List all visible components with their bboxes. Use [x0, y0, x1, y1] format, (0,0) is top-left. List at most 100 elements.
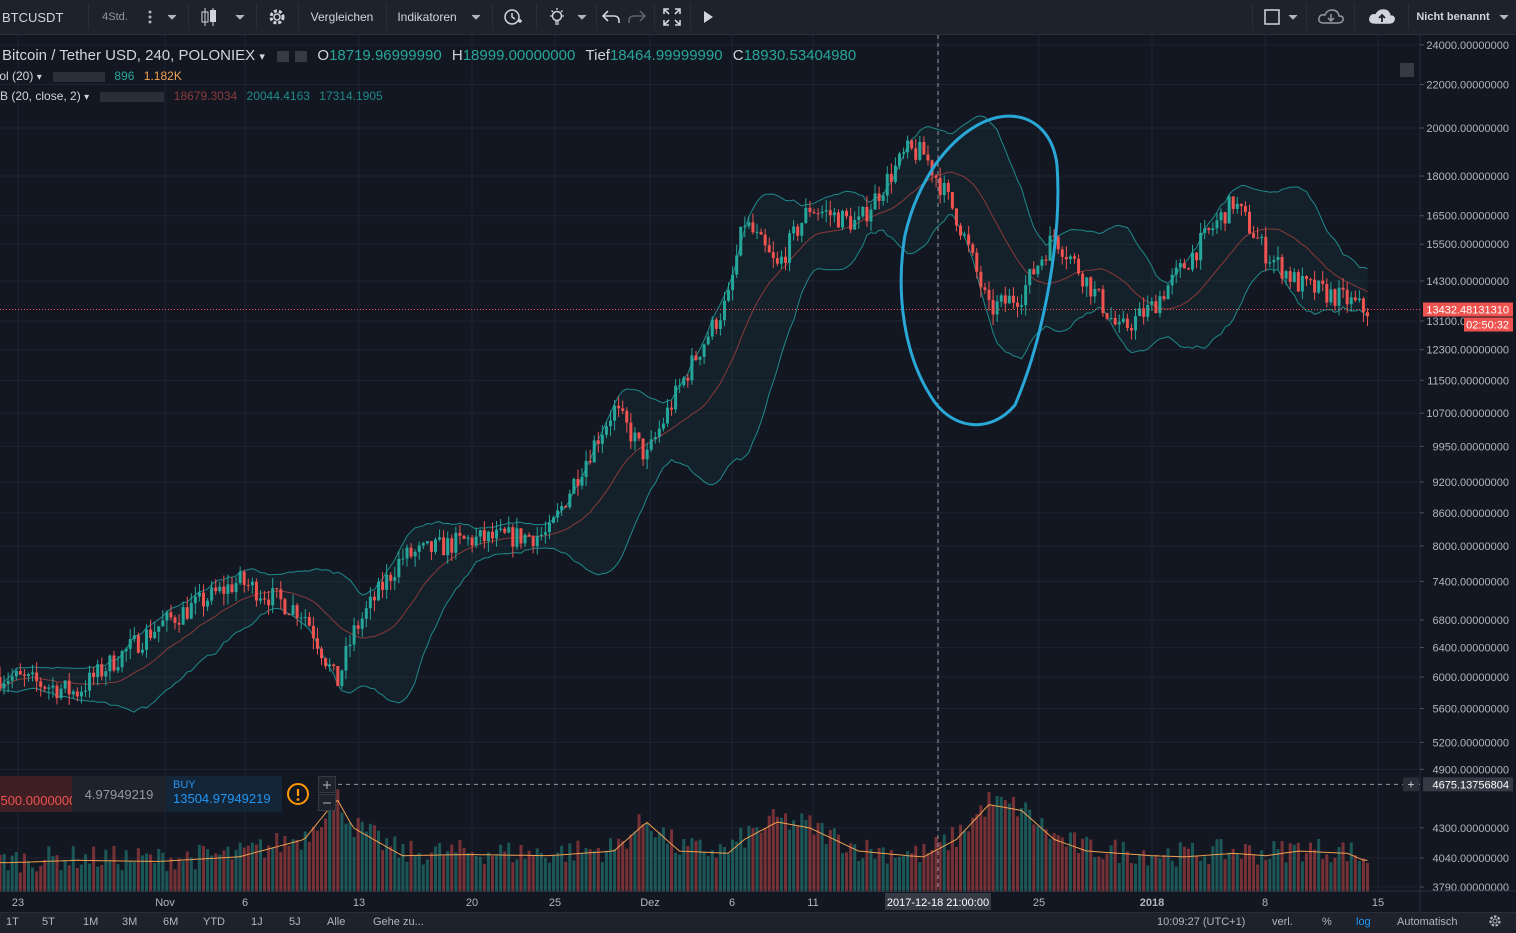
adjust-toggle[interactable]: verl. [1272, 916, 1293, 928]
vol-label[interactable]: Vol (20) [0, 69, 34, 83]
volume-bar [743, 847, 747, 892]
volume-bar [1223, 859, 1227, 892]
volume-bar [1309, 842, 1313, 892]
buy-button[interactable]: BUY 13504.97949219 [166, 776, 282, 812]
range-6m[interactable]: 6M [163, 916, 179, 928]
interval-selector[interactable]: 4Std. [92, 2, 138, 32]
candle-body [433, 539, 437, 552]
square-icon[interactable] [1258, 2, 1286, 32]
volume-bar [1036, 826, 1040, 892]
candle-body [840, 210, 844, 228]
lightbulb-icon[interactable] [542, 2, 572, 32]
volume-bar [22, 853, 26, 892]
goto-date[interactable]: Gehe zu... [373, 916, 424, 928]
bb-label[interactable]: BB (20, close, 2) [0, 89, 81, 103]
chevron-down-icon[interactable] [1284, 2, 1302, 32]
log-toggle[interactable]: log [1356, 916, 1371, 928]
hide-icon[interactable] [295, 50, 308, 62]
range-5d[interactable]: 5T [42, 916, 55, 928]
candle-body [267, 599, 271, 606]
candle-body [800, 222, 804, 236]
percent-toggle[interactable]: % [1322, 916, 1332, 928]
candle-body [108, 655, 112, 672]
volume-bar [1366, 862, 1370, 892]
chevron-down-icon[interactable] [572, 2, 592, 32]
chevron-down-icon[interactable]: ▾ [36, 72, 42, 83]
volume-bar [385, 838, 389, 892]
price-axis-background [1420, 35, 1516, 912]
volume-bar [503, 851, 507, 892]
volume-bar [849, 843, 853, 892]
sell-button[interactable]: 13500.00000000 [0, 776, 72, 812]
volume-bar [59, 870, 63, 892]
minus-icon[interactable] [318, 794, 336, 811]
candle-body [385, 574, 389, 590]
layout-name[interactable]: Nicht benannt [1412, 2, 1494, 32]
info-icon[interactable] [286, 782, 310, 806]
candle-body [702, 344, 706, 357]
range-1m[interactable]: 1M [83, 916, 99, 928]
volume-bar [1333, 857, 1337, 892]
candle-body [527, 534, 531, 537]
candle-body [421, 543, 425, 546]
bb-controls[interactable] [100, 91, 165, 102]
indicators-button[interactable]: Indikatoren [390, 2, 464, 32]
legend-title[interactable]: Bitcoin / Tether USD, 240, POLONIEX [2, 47, 256, 64]
volume-bar [39, 866, 43, 892]
candles-icon[interactable] [194, 2, 224, 32]
settings-icon[interactable] [277, 50, 290, 62]
auto-toggle[interactable]: Automatisch [1397, 916, 1458, 928]
compare-button[interactable]: Vergleichen [302, 2, 382, 32]
cloud-up-icon[interactable] [1360, 2, 1404, 32]
range-all[interactable]: Alle [327, 916, 346, 928]
candle-body [1366, 312, 1370, 317]
volume-bar [1125, 851, 1129, 892]
volume-bar [474, 855, 478, 892]
redo-icon[interactable] [624, 2, 650, 32]
candle-body [706, 336, 710, 345]
chevron-down-icon[interactable] [1494, 2, 1514, 32]
candle-body [1016, 302, 1019, 307]
chevron-down-icon[interactable] [230, 2, 250, 32]
price-chart[interactable]: 24000.00000000 22000.00000000 20000.000000… [0, 35, 1516, 912]
price-tick-label: 5600.00000000 [1433, 703, 1509, 715]
chevron-down-icon[interactable] [162, 2, 182, 32]
candle-body [743, 226, 747, 228]
gear-icon[interactable] [1488, 914, 1502, 931]
undo-icon[interactable] [598, 2, 624, 32]
candle-body [963, 234, 967, 236]
more-vert-icon[interactable] [140, 2, 160, 32]
range-5y[interactable]: 5J [289, 916, 301, 928]
volume-bar [832, 828, 836, 892]
fullscreen-icon[interactable] [658, 2, 686, 32]
range-1d[interactable]: 1T [6, 916, 19, 928]
cloud-down-icon[interactable] [1312, 2, 1350, 32]
chevron-down-icon[interactable]: ▾ [259, 51, 265, 63]
volume-bar [1170, 860, 1174, 892]
plus-icon[interactable] [318, 776, 336, 793]
symbol-search[interactable]: BTCUSDT [0, 2, 86, 32]
candle-body [902, 152, 906, 154]
current-price-label: 13432.48131310 [1426, 305, 1509, 317]
play-icon[interactable] [694, 2, 722, 32]
gear-icon[interactable] [262, 2, 292, 32]
countdown-tag [1464, 317, 1513, 332]
range-ytd[interactable]: YTD [203, 916, 225, 928]
candle-body [1007, 295, 1011, 304]
chevron-down-icon[interactable] [466, 2, 486, 32]
candle-body [104, 671, 108, 677]
range-3m[interactable]: 3M [122, 916, 138, 928]
vol-controls[interactable] [53, 71, 106, 82]
candle-body [1296, 272, 1300, 292]
volume-bar [1162, 854, 1166, 892]
volume-bar [881, 847, 885, 892]
volume-bar [556, 852, 560, 892]
candle-body [124, 648, 128, 652]
chevron-down-icon[interactable]: ▾ [84, 92, 90, 103]
volume-bar [140, 855, 144, 892]
range-1y[interactable]: 1J [251, 916, 263, 928]
volume-bar [1129, 863, 1133, 892]
volume-bar [271, 847, 275, 892]
alert-clock-icon[interactable] [498, 2, 528, 32]
bb-fill [0, 115, 1368, 713]
